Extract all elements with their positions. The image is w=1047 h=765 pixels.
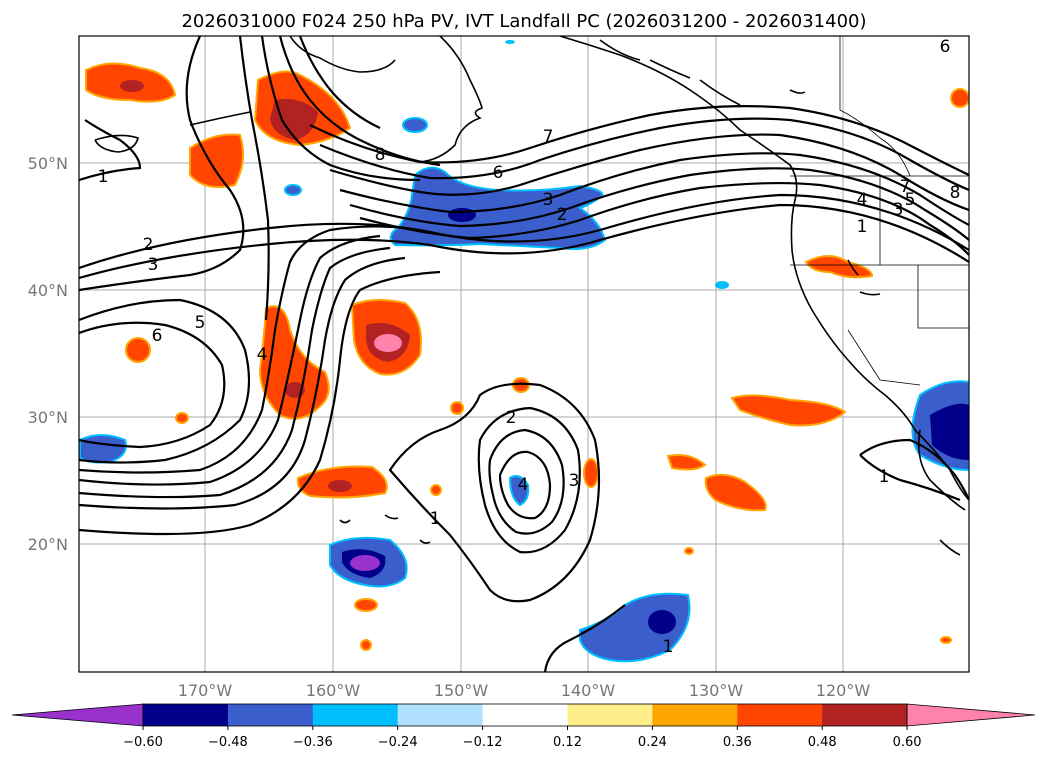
- lon-label: 130°W: [689, 681, 744, 700]
- colorbar-extend-high: [906, 703, 1036, 727]
- contour-label: 1: [879, 467, 890, 487]
- lat-label: 30°N: [28, 408, 68, 427]
- colorbar-frame: [142, 703, 908, 727]
- contour-label: 5: [195, 313, 206, 333]
- contour-label: 6: [940, 37, 951, 57]
- map-title: 2026031000 F024 250 hPa PV, IVT Landfall…: [181, 11, 866, 32]
- contour-labels: 1 2 3 5 6 4 8 7 6 3 2 2 4 3 1 1 1 7 4 3 …: [98, 37, 961, 657]
- contour-label: 8: [950, 183, 961, 203]
- colorbar-tick-label: −0.36: [293, 735, 333, 750]
- contour-label: 8: [375, 145, 386, 165]
- latitude-labels: 50°N 40°N 30°N 20°N: [28, 154, 68, 554]
- colorbar-tick-label: 0.12: [553, 735, 582, 750]
- lat-label: 40°N: [28, 281, 68, 300]
- contour-label: 1: [430, 509, 441, 529]
- colorbar-segment: [143, 704, 229, 726]
- longitude-labels: 170°W 160°W 150°W 140°W 130°W 120°W: [178, 681, 871, 700]
- contour-label: 4: [257, 345, 268, 365]
- colorbar-segment: [652, 704, 738, 726]
- lon-label: 160°W: [306, 681, 361, 700]
- contour-label: 1: [98, 167, 109, 187]
- colorbar-segment: [312, 704, 399, 726]
- colorbar-tick-label: 0.24: [638, 735, 667, 750]
- map-content: 1 2 3 5 6 4 8 7 6 3 2 2 4 3 1 1 1 7 4 3 …: [79, 36, 969, 672]
- contour-label: 6: [493, 163, 504, 183]
- contour-label: 3: [569, 471, 580, 491]
- lat-label: 20°N: [28, 535, 68, 554]
- colorbar-extend-low: [11, 703, 144, 727]
- lon-label: 170°W: [178, 681, 233, 700]
- contour-label: 5: [905, 190, 916, 210]
- coastlines: [94, 36, 969, 556]
- colorbar: −0.60 −0.48 −0.36 −0.24 −0.12 0.12 0.24 0.36 0.4…: [11, 703, 1036, 750]
- colorbar-tick-label: 0.36: [723, 735, 752, 750]
- contour-label: 2: [143, 235, 154, 255]
- colorbar-segment: [822, 704, 908, 726]
- colorbar-segment: [567, 704, 653, 726]
- lat-label: 50°N: [28, 154, 68, 173]
- contour-label: 3: [543, 190, 554, 210]
- contour-label: 1: [857, 217, 868, 237]
- contour-label: 4: [518, 475, 529, 495]
- contour-label: 3: [893, 200, 904, 220]
- map-background: [79, 36, 969, 672]
- lon-label: 150°W: [434, 681, 489, 700]
- colorbar-segment: [737, 704, 823, 726]
- contour-label: 7: [543, 127, 554, 147]
- colorbar-tick-label: 0.48: [808, 735, 837, 750]
- pv-contours: [79, 36, 969, 672]
- colorbar-tick-label: −0.48: [208, 735, 248, 750]
- colorbar-segment: [482, 704, 568, 726]
- lon-label: 140°W: [561, 681, 616, 700]
- colorbar-tick-label: 0.60: [893, 735, 922, 750]
- colorbar-tick-label: −0.60: [123, 735, 163, 750]
- colorbar-tick-label: −0.12: [463, 735, 503, 750]
- colorbar-segment: [227, 704, 314, 726]
- map-frame: [78, 35, 970, 673]
- contour-label: 2: [506, 408, 517, 428]
- lon-label: 120°W: [816, 681, 871, 700]
- contour-label: 2: [557, 205, 568, 225]
- contour-label: 1: [663, 637, 674, 657]
- contour-label: 6: [152, 326, 163, 346]
- colorbar-tick-label: −0.24: [378, 735, 418, 750]
- contour-label: 3: [148, 255, 159, 275]
- contour-label: 7: [900, 177, 911, 197]
- colorbar-segment: [397, 704, 484, 726]
- contour-label: 4: [857, 190, 868, 210]
